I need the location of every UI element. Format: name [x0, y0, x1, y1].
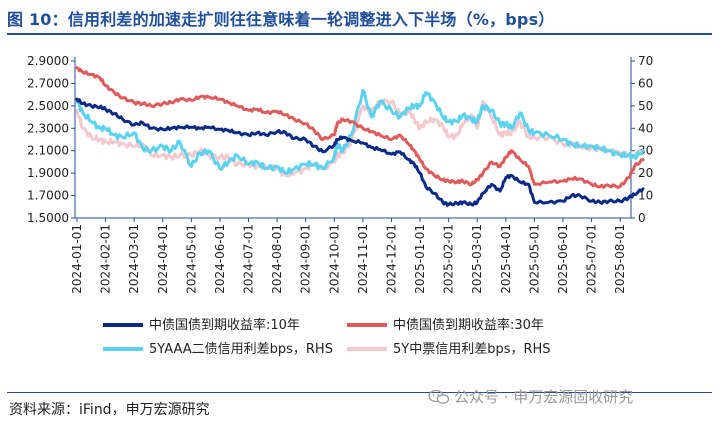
series-line-cgb30 — [75, 66, 645, 189]
y-left-tick-label: 1.5000 — [27, 211, 69, 225]
source-note: 资料来源：iFind，申万宏源研究 — [9, 402, 210, 418]
watermark-text: 公众号 · 申万宏源固收研究 — [454, 388, 634, 406]
x-tick-label: 2024-01-01 — [70, 224, 84, 294]
y-right-tick-label: 40 — [638, 121, 653, 135]
x-tick-label: 2025-05-01 — [527, 224, 541, 294]
legend-label: 中债国债到期收益率:10年 — [149, 317, 300, 333]
x-tick-label: 2025-07-01 — [585, 224, 599, 294]
x-tick-label: 2024-04-01 — [156, 224, 170, 294]
y-left-tick-label: 1.9000 — [27, 166, 69, 180]
y-left-tick-label: 2.5000 — [27, 99, 69, 113]
y-left-tick-label: 1.7000 — [27, 189, 69, 203]
y-right-tick-label: 20 — [638, 166, 653, 180]
x-tick-label: 2024-08-01 — [270, 224, 284, 294]
y-left-tick-label: 2.1000 — [27, 144, 69, 158]
x-tick-label: 2024-02-01 — [99, 224, 113, 294]
y-left-tick-label: 2.9000 — [27, 54, 69, 68]
legend-label: 中债国债到期收益率:30年 — [393, 317, 544, 333]
x-tick-label: 2025-03-01 — [470, 224, 484, 294]
legend-label: 5Y中票信用利差bps，RHS — [393, 342, 551, 357]
wechat-icon — [428, 389, 450, 404]
x-tick-label: 2024-03-01 — [127, 224, 141, 294]
y-right-tick-label: 0 — [638, 211, 646, 225]
x-tick-label: 2025-04-01 — [499, 224, 513, 294]
footer-rule — [7, 392, 712, 393]
x-tick-label: 2024-12-01 — [384, 224, 398, 294]
y-left-tick-label: 2.3000 — [27, 121, 69, 135]
x-tick-label: 2024-07-01 — [242, 224, 256, 294]
y-left-tick-label: 2.7000 — [27, 76, 69, 90]
chart-title: 图 10：信用利差的加速走扩则往往意味着一轮调整进入下半场（%，bps） — [7, 10, 555, 29]
series-line-aaa5y — [75, 88, 645, 175]
x-tick-label: 2024-05-01 — [184, 224, 198, 294]
x-tick-label: 2024-10-01 — [327, 224, 341, 294]
x-tick-label: 2024-09-01 — [299, 224, 313, 294]
y-right-tick-label: 50 — [638, 99, 653, 113]
watermark: 公众号 · 申万宏源固收研究 — [428, 386, 633, 407]
x-tick-label: 2025-08-01 — [613, 224, 627, 294]
series-line-cgb10 — [75, 97, 645, 207]
x-tick-label: 2025-02-01 — [442, 224, 456, 294]
legend-label: 5YAAA二债信用利差bps，RHS — [149, 342, 333, 357]
y-right-tick-label: 70 — [638, 54, 653, 68]
x-tick-label: 2024-06-01 — [213, 224, 227, 294]
x-tick-label: 2025-01-01 — [413, 224, 427, 294]
x-tick-label: 2024-11-01 — [356, 224, 370, 294]
line-chart: 1.5000 1.7000 1.9000 2.1000 2.3000 2.5000 2.70… — [27, 54, 653, 357]
title-rule — [7, 33, 712, 35]
x-tick-label: 2025-06-01 — [556, 224, 570, 294]
y-right-tick-label: 60 — [638, 76, 653, 90]
